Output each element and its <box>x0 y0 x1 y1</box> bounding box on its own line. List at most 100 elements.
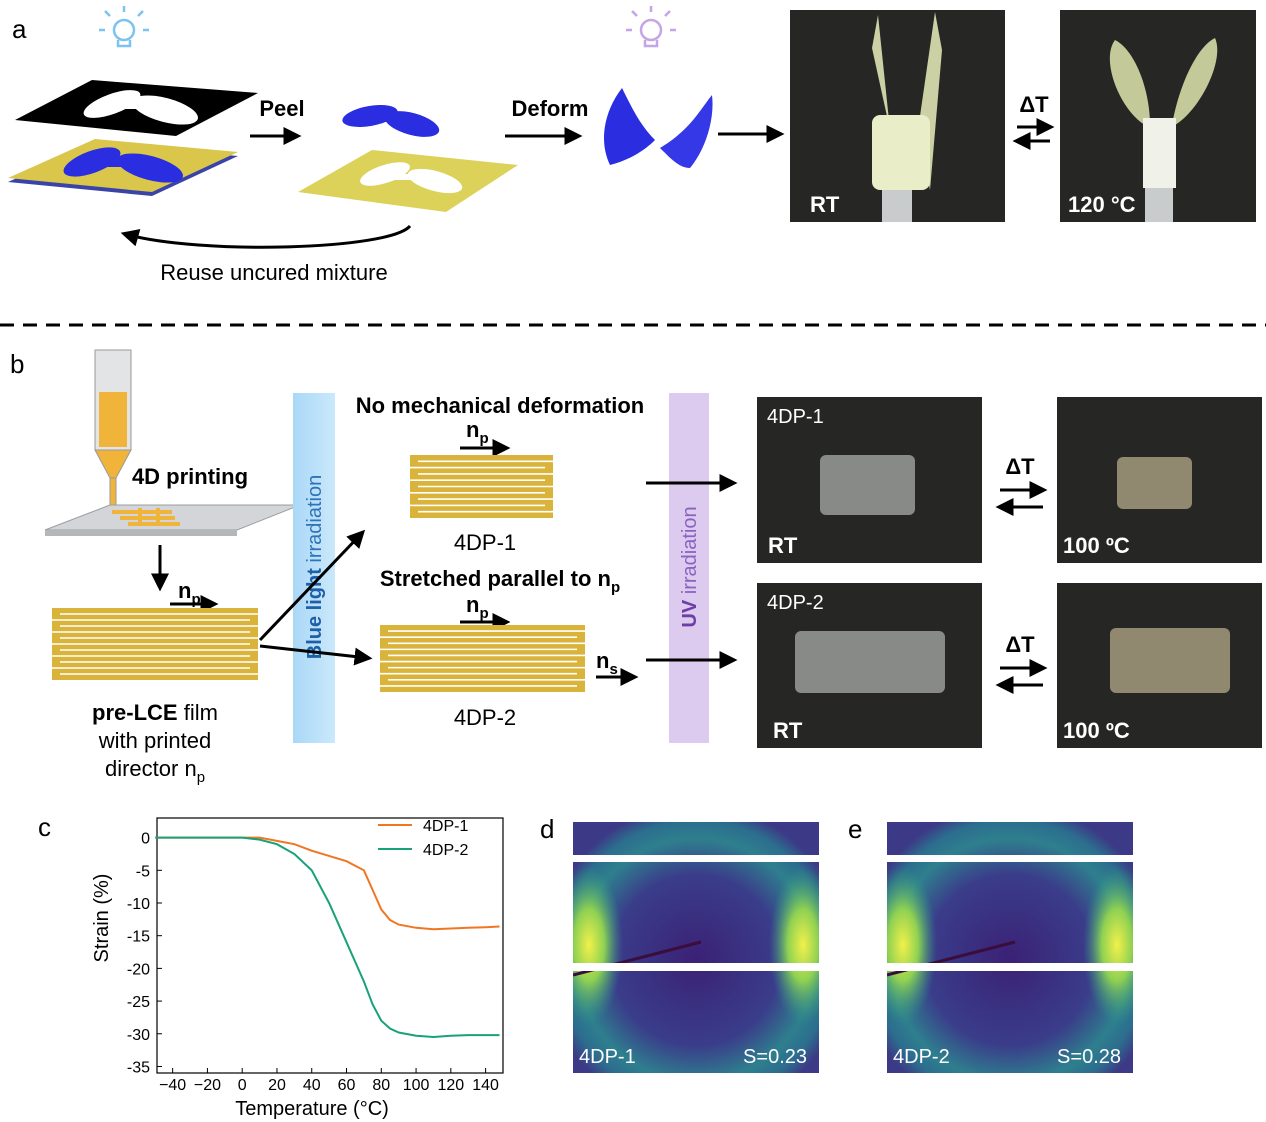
y-tick-label: -15 <box>127 929 150 946</box>
sample-name: 4DP-2 <box>767 592 824 614</box>
x-tick-label: −40 <box>159 1077 186 1094</box>
x-tick-label: −20 <box>194 1077 221 1094</box>
subscript: p <box>197 769 205 786</box>
sample-film <box>795 631 945 693</box>
subscript: s <box>609 661 617 678</box>
route-title: No mechanical deformation <box>356 393 645 418</box>
sample-name: 4DP-2 <box>454 705 516 730</box>
printed-film <box>52 608 258 680</box>
irradiation-label: Blue light irradiation <box>304 475 326 660</box>
printer <box>45 350 300 536</box>
x-tick-label: 80 <box>372 1077 390 1094</box>
photo-label: 100 ºC <box>1063 533 1130 558</box>
panel-d: d 4DP-1 S=0.23 <box>540 814 837 1073</box>
film-body <box>380 625 585 692</box>
stretch-label: ns <box>596 648 618 678</box>
photo-label: RT <box>810 192 840 217</box>
sample-name: 4DP-2 <box>893 1046 950 1068</box>
printed-film <box>380 625 585 692</box>
y-tick-label: -30 <box>127 1027 150 1044</box>
detector-image <box>869 822 1151 1073</box>
irradiation-label: UV irradiation <box>679 506 701 627</box>
caption-text: director n <box>105 756 197 781</box>
peeled-butterfly <box>341 101 442 142</box>
series-line <box>155 838 499 1037</box>
panel-label: d <box>540 814 554 844</box>
x-axis-label: Temperature (°C) <box>235 1098 389 1120</box>
film-caption: director np <box>105 756 205 786</box>
y-tick-label: -20 <box>127 961 150 978</box>
photo-label: RT <box>773 718 803 743</box>
sample-name: 4DP-1 <box>454 530 516 555</box>
step-label: Deform <box>511 96 588 121</box>
y-tick-label: -35 <box>127 1059 150 1076</box>
order-parameter: S=0.28 <box>1057 1046 1121 1068</box>
y-axis-label: Strain (%) <box>91 874 113 963</box>
figure: a Peel Deform RT ΔT 120 °C Reuse uncured… <box>0 0 1266 1122</box>
label-bold: UV <box>679 599 701 627</box>
order-parameter: S=0.23 <box>743 1046 807 1068</box>
sample-name: 4DP-1 <box>767 406 824 428</box>
printed-film <box>410 455 553 518</box>
film-caption: with printed <box>98 728 212 753</box>
diffraction-arc <box>1083 865 1151 1025</box>
panel-label: c <box>38 812 51 842</box>
detector-image <box>555 822 837 1073</box>
sample-name: 4DP-1 <box>579 1046 636 1068</box>
sample-film <box>1117 457 1192 509</box>
x-tick-label: 60 <box>338 1077 356 1094</box>
subscript: p <box>611 579 620 596</box>
label-text: irradiation <box>679 506 701 599</box>
stimulus-label: ΔT <box>1005 454 1035 479</box>
caption-bold: pre-LCE <box>92 700 178 725</box>
photo-label: RT <box>768 533 798 558</box>
subscript: p <box>479 430 488 447</box>
x-tick-label: 40 <box>303 1077 321 1094</box>
page: { "panel_a":{"label":"a","step_peel":"Pe… <box>0 0 1266 1122</box>
loop-arrow <box>125 226 410 247</box>
y-tick-label: -5 <box>136 863 150 880</box>
diffraction-arc <box>555 865 623 1025</box>
subscript: p <box>479 605 488 622</box>
panel-e: e 4DP-2 S=0.28 <box>848 814 1151 1073</box>
photo-label: 120 °C <box>1068 192 1136 217</box>
diffraction-arc <box>769 865 837 1025</box>
sample-film <box>1110 628 1230 693</box>
x-tick-label: 120 <box>437 1077 464 1094</box>
residual-mixture <box>298 150 518 212</box>
symbol: n <box>596 648 609 673</box>
diffraction-arc <box>869 865 937 1025</box>
title-text: Stretched parallel to n <box>380 566 611 591</box>
director-label: np <box>466 592 489 622</box>
bulb-icon <box>626 6 676 46</box>
y-tick-label: 0 <box>141 831 150 848</box>
loop-caption: Reuse uncured mixture <box>160 260 387 285</box>
panel-label: b <box>10 349 24 379</box>
photo-label: 100 ºC <box>1063 718 1130 743</box>
film-caption: pre-LCE film <box>92 700 218 725</box>
x-tick-label: 0 <box>238 1077 247 1094</box>
caption-text: film <box>178 700 218 725</box>
panel-b: b 4D printing np pre-LCE film with print… <box>10 349 1262 786</box>
deformed-butterfly <box>604 88 713 168</box>
sample-film <box>820 455 915 515</box>
stimulus-label: ΔT <box>1005 632 1035 657</box>
symbol: n <box>466 417 479 442</box>
step-label: Peel <box>259 96 304 121</box>
symbol: n <box>178 578 191 603</box>
process-label: 4D printing <box>132 464 248 489</box>
symbol: n <box>466 592 479 617</box>
photo-grid: 4DP-1 RT 100 ºC ΔT 4DP-2 RT 100 ºC ΔT <box>757 397 1262 748</box>
panel-label: e <box>848 814 862 844</box>
route-title: Stretched parallel to np <box>380 566 620 596</box>
x-tick-label: 140 <box>472 1077 499 1094</box>
y-tick-label: -25 <box>127 994 150 1011</box>
bulb-icon <box>99 6 149 46</box>
legend-label: 4DP-2 <box>423 842 468 859</box>
x-tick-label: 100 <box>403 1077 430 1094</box>
label-text: irradiation <box>304 475 326 568</box>
stimulus-label: ΔT <box>1019 92 1049 117</box>
y-tick-label: -10 <box>127 896 150 913</box>
director-label: np <box>466 417 489 447</box>
